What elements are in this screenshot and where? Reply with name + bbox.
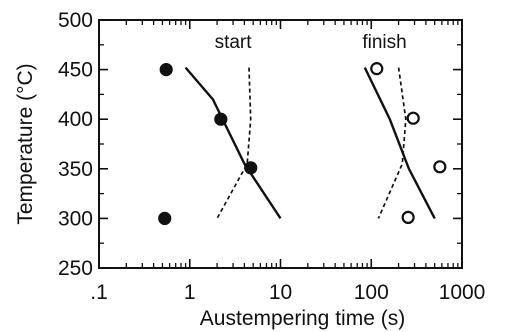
open-data-point bbox=[406, 111, 420, 125]
x-axis-label: Austempering time (s) bbox=[200, 307, 405, 330]
x-tick-label: 1000 bbox=[439, 281, 486, 304]
filled-data-point bbox=[158, 211, 172, 225]
annotation-label: finish bbox=[362, 32, 406, 53]
open-data-point bbox=[401, 210, 415, 225]
y-tick-label: 450 bbox=[58, 59, 93, 82]
plot-frame bbox=[98, 19, 463, 269]
dashed-curve bbox=[216, 67, 252, 219]
curves bbox=[184, 66, 436, 220]
filled-data-point bbox=[214, 112, 228, 126]
dashed-curve bbox=[377, 67, 407, 219]
x-tick-label: 100 bbox=[354, 281, 389, 304]
x-tick-label: 1 bbox=[184, 281, 196, 304]
annotations: start finish bbox=[215, 32, 407, 53]
y-tick-label: 300 bbox=[58, 207, 93, 230]
y-tick-label: 500 bbox=[58, 9, 93, 32]
y-axis-label: Temperature (°C) bbox=[14, 63, 37, 224]
x-tick-label: .1 bbox=[90, 281, 108, 304]
open-data-point bbox=[370, 62, 384, 76]
open-data-point bbox=[433, 160, 447, 174]
y-tick-label: 250 bbox=[58, 257, 93, 280]
solid-curve bbox=[184, 66, 282, 220]
annotation-label: start bbox=[215, 32, 253, 53]
x-tick-label: 10 bbox=[269, 281, 292, 304]
labels: Temperature (°C) Austempering time (s) bbox=[14, 63, 405, 330]
y-tick-label: 350 bbox=[58, 158, 93, 181]
ticks: .1 1 10 100 1000 250 300 350 400 450 500 bbox=[58, 9, 485, 304]
solid-curve bbox=[363, 67, 436, 219]
markers bbox=[158, 62, 447, 225]
filled-data-point bbox=[244, 161, 258, 175]
plot-area-border bbox=[98, 19, 463, 269]
y-tick-label: 400 bbox=[58, 108, 93, 131]
filled-data-point bbox=[159, 62, 173, 77]
